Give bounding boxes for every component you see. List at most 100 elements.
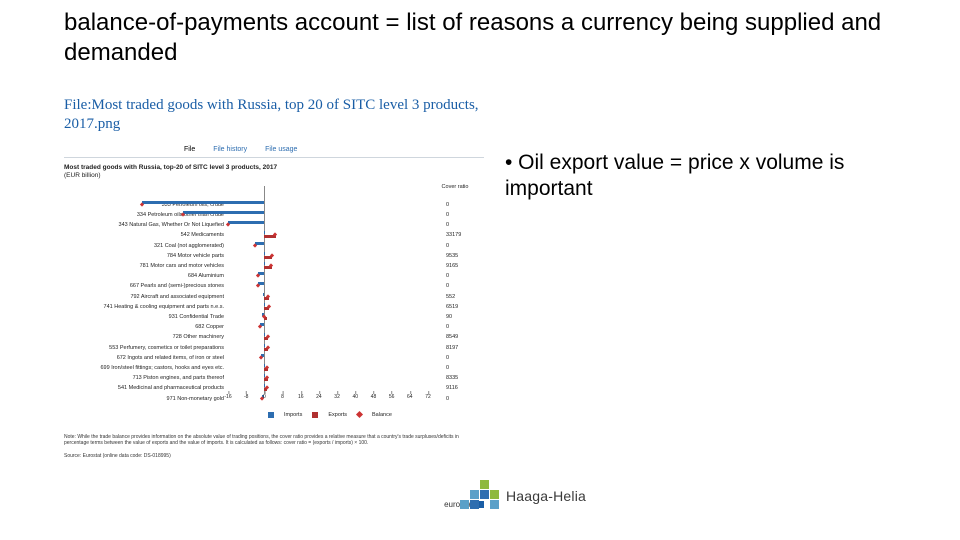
balance-marker (258, 325, 262, 329)
data-row: 672 Ingots and related items, of iron or… (64, 353, 484, 363)
slide-title: balance-of-payments account = list of re… (64, 8, 884, 68)
bar-imports (264, 344, 265, 347)
balance-marker (269, 263, 273, 267)
chart-body: Cover ratio333 Petroleum oils, crude0334… (64, 186, 484, 416)
logo-text: Haaga-Helia (506, 488, 586, 504)
legend: ImportsExportsBalance (268, 412, 392, 418)
row-label: 699 Iron/steel fittings; castors, hooks … (64, 363, 224, 373)
row-label: 931 Confidential Trade (64, 312, 224, 322)
balance-marker (265, 376, 269, 380)
haaga-helia-logo: Haaga-Helia (460, 480, 586, 512)
cover-ratio-value: 0 (446, 322, 449, 332)
x-tick: 16 (298, 394, 304, 400)
balance-marker (226, 223, 230, 227)
balance-marker (256, 284, 260, 288)
balance-marker (255, 274, 259, 278)
eurostat-brand: eurostat (64, 500, 484, 509)
cover-ratio-value: 0 (446, 210, 449, 220)
bar-imports (264, 303, 265, 306)
bar-imports (263, 293, 264, 296)
row-label: 713 Piston engines, and parts thereof (64, 373, 224, 383)
row-label: 321 Coal (not agglomerated) (64, 241, 224, 251)
x-tick: 48 (371, 394, 377, 400)
cover-ratio-header: Cover ratio (438, 184, 472, 190)
balance-marker (265, 365, 269, 369)
cover-ratio-value: 0 (446, 353, 449, 363)
row-label: 672 Ingots and related items, of iron or… (64, 353, 224, 363)
cover-ratio-value: 9535 (446, 251, 458, 261)
bar-imports (264, 252, 265, 255)
x-tick: 24 (316, 394, 322, 400)
x-tick: -8 (244, 394, 248, 400)
figure-block: File:Most traded goods with Russia, top … (64, 96, 484, 459)
row-label: 667 Pearls and (semi-)precious stones (64, 281, 224, 291)
cover-ratio-value: 90 (446, 312, 452, 322)
cover-ratio-value: 0 (446, 281, 449, 291)
chart-source: Source: Eurostat (online data code: DS-0… (64, 453, 484, 459)
cover-ratio-value: 8335 (446, 373, 458, 383)
chart-title-main: Most traded goods with Russia, top-20 of… (64, 164, 277, 171)
file-title: File:Most traded goods with Russia, top … (64, 96, 484, 134)
x-tick: 8 (281, 394, 284, 400)
data-row: 684 Aluminium 0 (64, 271, 484, 281)
tab-file-history[interactable]: File history (213, 146, 247, 153)
cover-ratio-value: 6519 (446, 302, 458, 312)
x-tick: 32 (334, 394, 340, 400)
balance-marker (258, 355, 262, 359)
x-tick: 64 (407, 394, 413, 400)
x-tick: 40 (352, 394, 358, 400)
data-row: 792 Aircraft and associated equipment552 (64, 292, 484, 302)
cover-ratio-value: 33179 (446, 230, 461, 240)
cover-ratio-value: 0 (446, 241, 449, 251)
bar-imports (228, 221, 264, 224)
data-row: 713 Piston engines, and parts thereof 833… (64, 373, 484, 383)
row-label: 781 Motor cars and motor vehicles (64, 261, 224, 271)
bar-imports (264, 262, 265, 265)
row-label: 741 Heating & cooling equipment and part… (64, 302, 224, 312)
chart-note: Note: While the trade balance provides i… (64, 434, 464, 447)
row-label: 553 Perfumery, cosmetics or toilet prepa… (64, 343, 224, 353)
data-row: 781 Motor cars and motor vehicles 9165 (64, 261, 484, 271)
bar-imports (264, 231, 265, 234)
bar-imports (183, 211, 265, 214)
tab-file-usage[interactable]: File usage (265, 146, 297, 153)
data-row: 931 Confidential Trade 90 (64, 312, 484, 322)
data-row: 682 Copper 0 (64, 322, 484, 332)
cover-ratio-value: 9116 (446, 383, 458, 393)
balance-marker (267, 304, 271, 308)
balance-marker (266, 335, 270, 339)
x-tick: 0 (263, 394, 266, 400)
data-row: 321 Coal (not agglomerated) 0 (64, 241, 484, 251)
file-tabs: File File history File usage (64, 146, 484, 153)
row-label: 542 Medicaments (64, 230, 224, 240)
data-row: 553 Perfumery, cosmetics or toilet prepa… (64, 343, 484, 353)
chart-wrap: Most traded goods with Russia, top-20 of… (64, 157, 484, 459)
cover-ratio-value: 0 (446, 200, 449, 210)
row-label: 784 Motor vehicle parts (64, 251, 224, 261)
tab-file[interactable]: File (184, 146, 195, 153)
balance-marker (266, 294, 270, 298)
data-row: 541 Medicinal and pharmaceutical product… (64, 383, 484, 393)
cover-ratio-value: 0 (446, 220, 449, 230)
row-label: 343 Natural Gas, Whether Or Not Liquefie… (64, 220, 224, 230)
cover-ratio-value: 8197 (446, 343, 458, 353)
data-row: 334 Petroleum oils other than crude0 (64, 210, 484, 220)
data-row: 784 Motor vehicle parts 9535 (64, 251, 484, 261)
row-label: 682 Copper (64, 322, 224, 332)
cover-ratio-value: 0 (446, 271, 449, 281)
data-row: 667 Pearls and (semi-)precious stones 0 (64, 281, 484, 291)
data-row: 741 Heating & cooling equipment and part… (64, 302, 484, 312)
balance-marker (266, 345, 270, 349)
bar-imports (142, 201, 265, 204)
row-label: 684 Aluminium (64, 271, 224, 281)
data-row: 343 Natural Gas, Whether Or Not Liquefie… (64, 220, 484, 230)
row-label: 541 Medicinal and pharmaceutical product… (64, 383, 224, 393)
data-row: 728 Other machinery8549 (64, 332, 484, 342)
balance-marker (270, 253, 274, 257)
row-label: 792 Aircraft and associated equipment (64, 292, 224, 302)
x-tick: 72 (425, 394, 431, 400)
balance-marker (273, 233, 277, 237)
cover-ratio-value: 8549 (446, 332, 458, 342)
data-row: 542 Medicaments 33179 (64, 230, 484, 240)
cover-ratio-value: 9165 (446, 261, 458, 271)
